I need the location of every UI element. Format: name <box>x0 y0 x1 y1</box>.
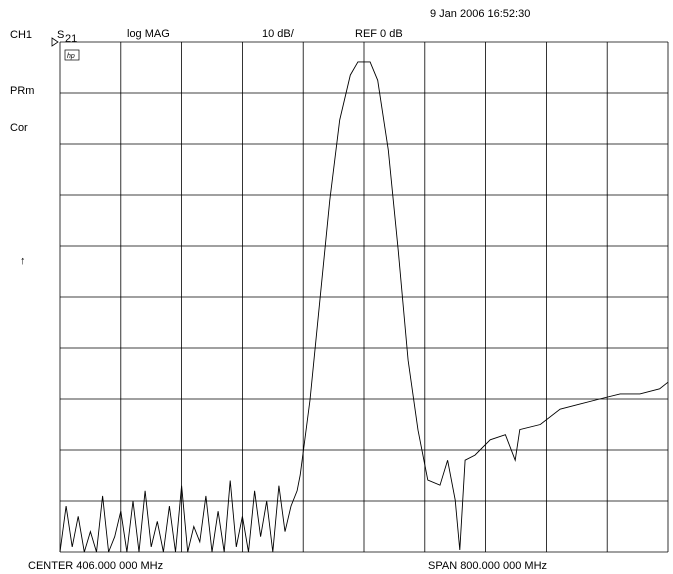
reference: REF 0 dB <box>355 28 403 40</box>
annotation: ↑ <box>20 255 26 267</box>
annotation: PRm <box>10 85 34 97</box>
ref-marker <box>51 37 59 47</box>
parameter: S <box>57 29 64 41</box>
hp-logo <box>64 49 80 61</box>
channel: CH1 <box>10 29 32 41</box>
hp-logo-glyph: hp <box>67 53 75 60</box>
span: SPAN 800.000 000 MHz <box>428 560 547 572</box>
center-freq: CENTER 406.000 000 MHz <box>28 560 163 572</box>
trace <box>59 61 669 553</box>
parameter-sub: 21 <box>65 33 77 45</box>
annotation: Cor <box>10 122 28 134</box>
scale: 10 dB/ <box>262 28 295 40</box>
date: 9 Jan 2006 16:52:30 <box>430 8 530 20</box>
format: log MAG <box>127 28 170 40</box>
